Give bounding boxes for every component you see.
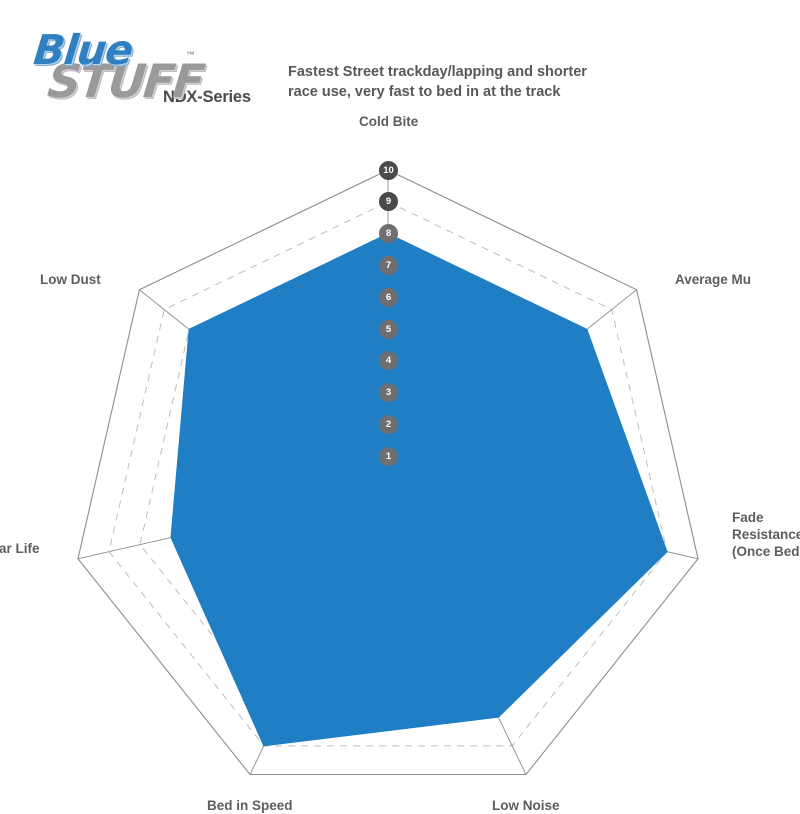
- radar-ring-9: [108, 201, 668, 747]
- radar-data-polygon: [170, 233, 668, 747]
- axis-label-wear-life-line-1: Wear Life: [0, 541, 40, 556]
- scale-tick-8: 8: [379, 224, 398, 243]
- radar-ring-10: [77, 169, 699, 776]
- header-banner: Blue STUFF ™ NDX-Series Fastest Street t…: [0, 0, 800, 135]
- radar-chart-svg: [77, 169, 699, 776]
- axis-label-average-mu: Average Mu: [675, 271, 751, 288]
- axis-label-cold-bite: Cold Bite: [359, 113, 418, 130]
- trademark-symbol: ™: [186, 50, 195, 60]
- scale-tick-9: 9: [379, 192, 398, 211]
- series-name: NDX-Series: [163, 88, 251, 106]
- axis-label-fade-resistance-line-1: Fade: [732, 510, 764, 525]
- axis-label-wear-life: Wear Life: [0, 540, 40, 557]
- axis-label-cold-bite-line-1: Cold Bite: [359, 114, 419, 129]
- axis-label-low-dust-line-1: Low Dust: [40, 272, 101, 287]
- scale-tick-1: 1: [379, 447, 398, 466]
- bluestuff-logo: Blue STUFF ™: [31, 26, 205, 112]
- tagline-line-2: race use, very fast to bed in at the tra…: [288, 84, 561, 100]
- radar-chart: Cold Bite Average Mu Fade Resistance (Once B…: [0, 114, 800, 813]
- axis-label-average-mu-line-1: Average Mu: [675, 272, 752, 287]
- axis-label-low-noise-line-1: Low Noise: [492, 798, 560, 813]
- header-tagline: Fastest Street trackday/lapping and shor…: [288, 62, 688, 102]
- scale-tick-4: 4: [379, 351, 398, 370]
- axis-label-fade-resistance-line-2: Resistance: [732, 527, 800, 542]
- scale-tick-5: 5: [379, 320, 398, 339]
- scale-tick-6: 6: [379, 288, 398, 307]
- scale-tick-2: 2: [379, 415, 398, 434]
- radar-series-ndx: [170, 233, 668, 747]
- scale-tick-10: 10: [379, 161, 398, 180]
- tagline-line-1: Fastest Street trackday/lapping and shor…: [288, 64, 587, 80]
- axis-label-bed-in-speed: Bed in Speed: [207, 797, 293, 814]
- axis-label-fade-resistance: Fade Resistance (Once Bedded): [732, 509, 800, 560]
- axis-label-low-noise: Low Noise: [492, 797, 560, 814]
- axis-label-bed-in-speed-line-1: Bed in Speed: [207, 798, 293, 813]
- axis-label-fade-resistance-line-3: (Once Bedded): [732, 544, 800, 559]
- scale-tick-7: 7: [379, 256, 398, 275]
- axis-label-low-dust: Low Dust: [40, 271, 101, 288]
- logo-text-blue: Blue: [31, 26, 135, 74]
- scale-tick-3: 3: [379, 383, 398, 402]
